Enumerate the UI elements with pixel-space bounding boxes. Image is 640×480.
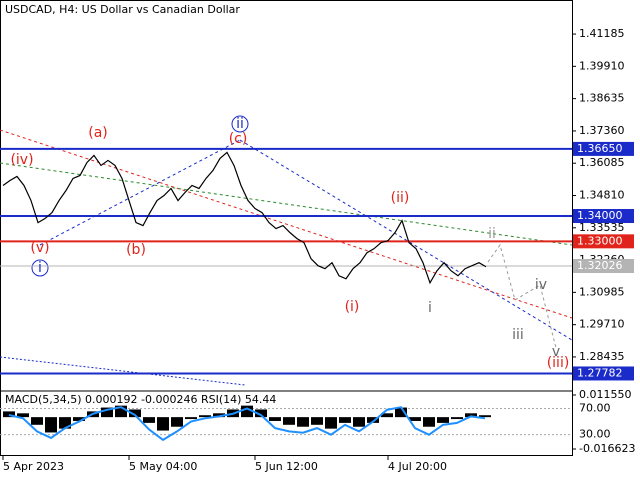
macd-bar: [283, 417, 295, 425]
trend-line: [239, 139, 573, 341]
chart-title: USDCAD, H4: US Dollar vs Canadian Dollar: [5, 3, 240, 16]
indicator-label: MACD(5,34,5) 0.000192 -0.000246 RSI(14) …: [5, 393, 276, 406]
y-tick-label: 1.28435: [579, 350, 625, 363]
price-level-label: 1.34000: [577, 209, 623, 222]
macd-bar: [339, 417, 351, 423]
y-tick-label: 1.33535: [579, 221, 625, 234]
macd-bar: [185, 417, 197, 420]
macd-bar: [157, 417, 169, 431]
macd-bar: [101, 407, 113, 418]
wave-label: iv: [535, 277, 547, 293]
price-level-box: [573, 366, 634, 381]
macd-bar: [479, 415, 491, 418]
macd-bar: [115, 405, 127, 418]
y-tick-label: 1.37360: [579, 124, 625, 137]
macd-bar: [143, 417, 155, 423]
wave-label: (c): [229, 131, 248, 147]
x-tick-label: 5 Jun 12:00: [255, 460, 318, 473]
y-tick-label: 1.41185: [579, 27, 625, 40]
trend-line: [0, 356, 246, 386]
macd-bar: [73, 417, 85, 421]
macd-bar: [437, 417, 449, 423]
price-level-label: 1.36650: [577, 142, 623, 155]
y2-tick-label: -0.016623: [579, 442, 635, 455]
wave-label: i: [38, 260, 42, 276]
macd-bar: [45, 417, 57, 433]
macd-bar: [171, 417, 183, 427]
macd-bar: [241, 405, 253, 418]
frame: [0, 0, 573, 456]
y-tick-label: 1.39910: [579, 59, 625, 72]
wave-label: (i): [345, 299, 360, 315]
macd-bar: [367, 417, 379, 423]
wave-label: ii: [236, 116, 244, 132]
wave-label: (iii): [547, 355, 570, 371]
wave-label: iii: [512, 327, 524, 343]
macd-bar: [129, 409, 141, 418]
wave-circle: [31, 259, 49, 277]
macd-bar: [59, 417, 71, 429]
macd-bar: [17, 413, 29, 418]
y2-tick-label: 0.011550: [579, 388, 632, 401]
wave-label: (b): [126, 242, 146, 258]
price-line: [2, 151, 487, 285]
macd-bar: [3, 411, 15, 418]
rsi-line: [8, 406, 486, 442]
macd-bar: [353, 417, 365, 427]
x-tick-label: 5 Apr 2023: [3, 460, 64, 473]
y-tick-label: 1.36085: [579, 156, 625, 169]
price-level-box: [573, 234, 634, 249]
y-tick-label: 1.38635: [579, 92, 625, 105]
macd-bar: [325, 417, 337, 429]
trend-line: [0, 129, 573, 319]
price-level-label: 1.32026: [577, 259, 623, 272]
x-tick-label: 4 Jul 20:00: [388, 460, 447, 473]
y-tick-label: 1.34810: [579, 189, 625, 202]
macd-bar: [409, 417, 421, 421]
wave-label: (ii): [391, 190, 410, 206]
macd-bar: [465, 413, 477, 418]
macd-bar: [199, 415, 211, 418]
wave-label: (v): [30, 240, 49, 256]
macd-bar: [31, 417, 43, 425]
y-tick-label: 30.00: [579, 428, 611, 441]
y-tick-label: 1.29710: [579, 318, 625, 331]
trend-line: [0, 162, 573, 246]
x-tick-label: 5 May 04:00: [129, 460, 197, 473]
macd-bar: [213, 413, 225, 418]
wave-label: v: [552, 344, 560, 360]
macd-bar: [381, 413, 393, 418]
wave-label: ii: [488, 226, 496, 242]
wave-label: (iv): [10, 152, 33, 168]
price-level-box: [573, 209, 634, 224]
macd-bar: [297, 417, 309, 427]
forecast-path: [487, 243, 557, 349]
y-tick-label: 70.00: [579, 401, 611, 414]
price-level-label: 1.27782: [577, 366, 623, 379]
trend-line: [39, 139, 241, 246]
price-level-box: [573, 141, 634, 156]
wave-circle: [231, 115, 249, 133]
macd-bar: [269, 417, 281, 421]
wave-label: i: [428, 300, 432, 316]
macd-bar: [255, 409, 267, 418]
wave-label: (a): [88, 125, 108, 141]
macd-bar: [311, 417, 323, 425]
macd-bar: [395, 407, 407, 418]
price-level-label: 1.33000: [577, 234, 623, 247]
y-tick-label: 1.30985: [579, 285, 625, 298]
macd-bar: [451, 417, 463, 420]
macd-bar: [423, 417, 435, 427]
price-level-box: [573, 259, 634, 274]
